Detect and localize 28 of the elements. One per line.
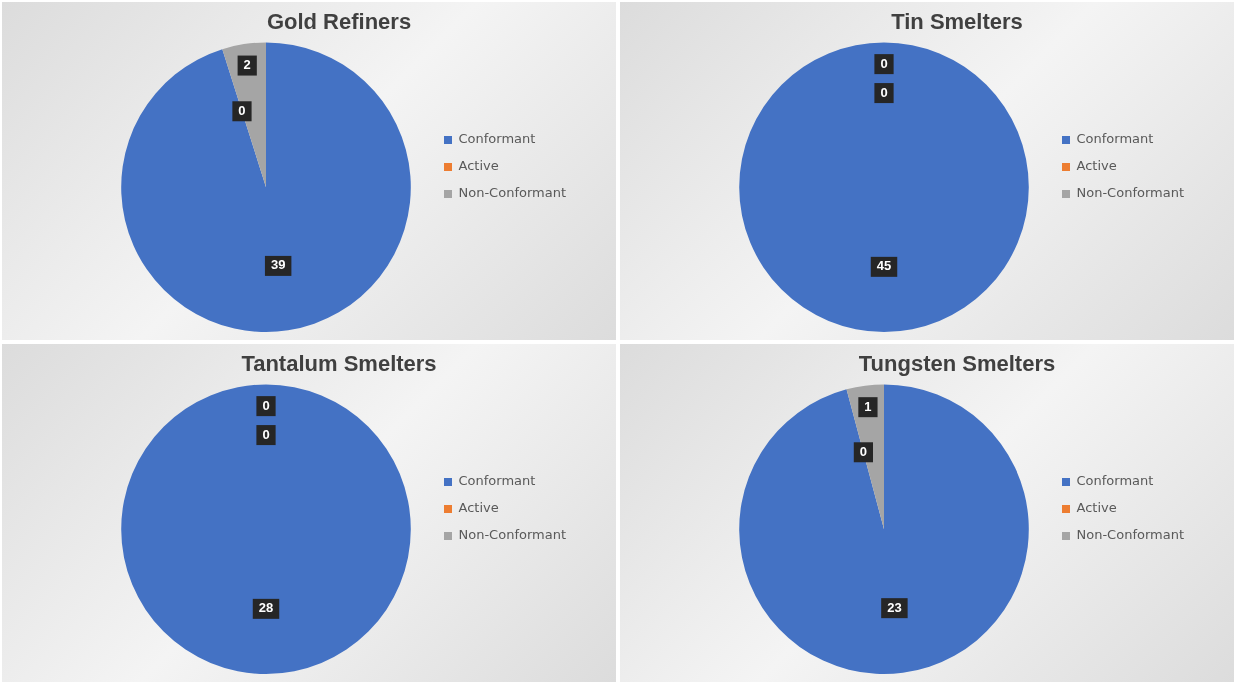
text: 0 (880, 55, 888, 71)
legend-label: Non-Conformant (1076, 185, 1185, 201)
text: 0 (262, 397, 270, 413)
legend-label: Conformant (1076, 473, 1154, 489)
legend-label: Conformant (458, 473, 536, 489)
legend-label: Non-Conformant (458, 185, 567, 201)
chart-title: Gold Refiners (266, 9, 412, 35)
data-label: 2 (243, 57, 251, 73)
legend-label: Active (458, 500, 499, 516)
data-label: 1 (864, 398, 872, 414)
data-label: 39 (270, 257, 286, 273)
legend-label: Non-Conformant (1076, 527, 1185, 543)
chart-title: Tungsten Smelters (858, 351, 1056, 377)
legend-label: Active (458, 158, 499, 174)
legend-label: Active (1076, 500, 1117, 516)
text: 0 (262, 426, 270, 442)
data-label: 45 (876, 258, 892, 274)
chart-title: Tin Smelters (891, 9, 1023, 35)
chart-title: Tantalum Smelters (241, 351, 437, 377)
text: 0 (859, 443, 868, 459)
text: 0 (238, 102, 246, 118)
text: 0 (880, 84, 888, 100)
data-label: 28 (258, 600, 274, 616)
legend-label: Non-Conformant (458, 527, 567, 543)
data-label: 23 (887, 599, 902, 615)
legend-label: Conformant (458, 131, 536, 147)
legend-label: Conformant (1076, 131, 1154, 147)
legend-label: Active (1076, 158, 1117, 174)
